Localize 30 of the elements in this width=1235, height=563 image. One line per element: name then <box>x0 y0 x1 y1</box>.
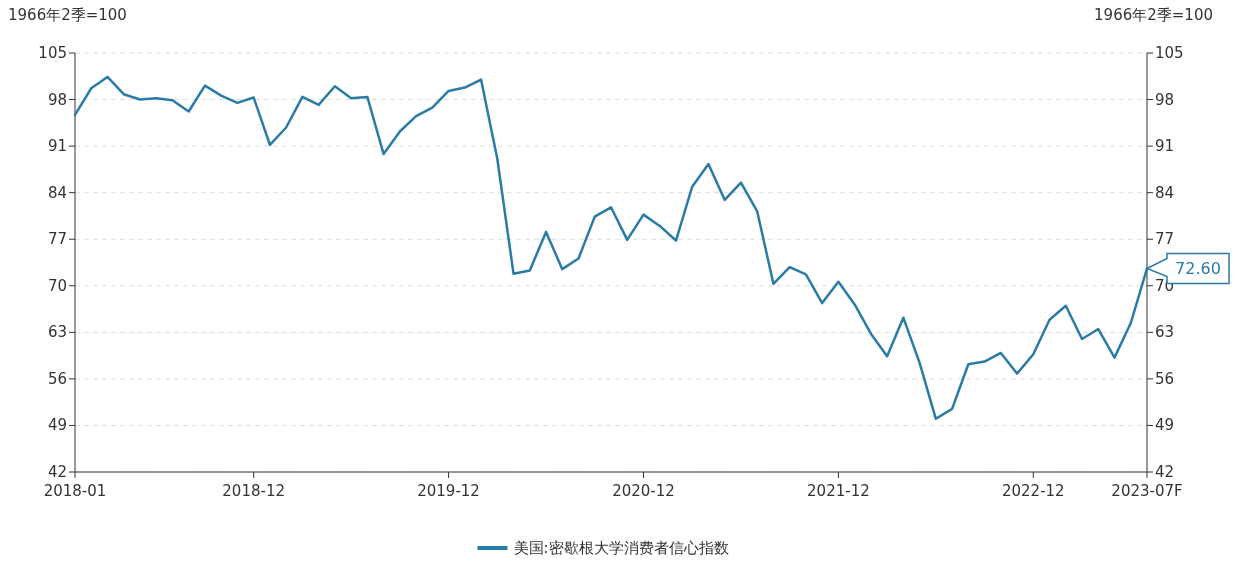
y-tick-label: 56 <box>47 369 67 388</box>
x-tick-label: 2019-12 <box>417 482 480 500</box>
y-tick-label: 98 <box>47 90 67 109</box>
y2-tick-label: 56 <box>1155 369 1175 388</box>
y-tick-label: 91 <box>47 137 67 156</box>
annotation: 72.60 <box>1175 259 1221 279</box>
y2-tick-label: 77 <box>1155 230 1175 249</box>
y2-tick-label: 98 <box>1155 90 1175 109</box>
y2-tick-label: 63 <box>1155 323 1175 342</box>
y-axis-title: 1966年2季=100 <box>8 6 127 24</box>
y2-tick-label: 91 <box>1155 137 1175 156</box>
x-tick-label: 2020-12 <box>612 482 675 500</box>
y-tick-label: 105 <box>38 44 67 62</box>
x-tick-label: 2018-12 <box>222 482 286 500</box>
y2-tick-label: 49 <box>1155 416 1175 435</box>
legend-label: 美国:密歇根大学消费者信心指数 <box>513 539 729 557</box>
x-tick-label: 2022-12 <box>1001 482 1065 500</box>
y2-tick-label: 105 <box>1155 44 1184 62</box>
y-tick-label: 77 <box>47 230 67 249</box>
x-tick-label: 2021-12 <box>807 482 870 500</box>
y2-tick-label: 84 <box>1155 183 1175 202</box>
y2-tick-label: 42 <box>1155 463 1175 481</box>
y2-axis-title: 1966年2季=100 <box>1094 6 1213 24</box>
y-tick-label: 84 <box>47 183 67 202</box>
x-tick-label: 2023-07F <box>1111 482 1183 500</box>
y-tick-label: 49 <box>47 416 67 435</box>
x-tick-label: 2018-01 <box>43 482 107 500</box>
y-tick-label: 70 <box>47 276 67 295</box>
y-tick-label: 63 <box>47 323 67 342</box>
y-tick-label: 42 <box>47 463 67 481</box>
